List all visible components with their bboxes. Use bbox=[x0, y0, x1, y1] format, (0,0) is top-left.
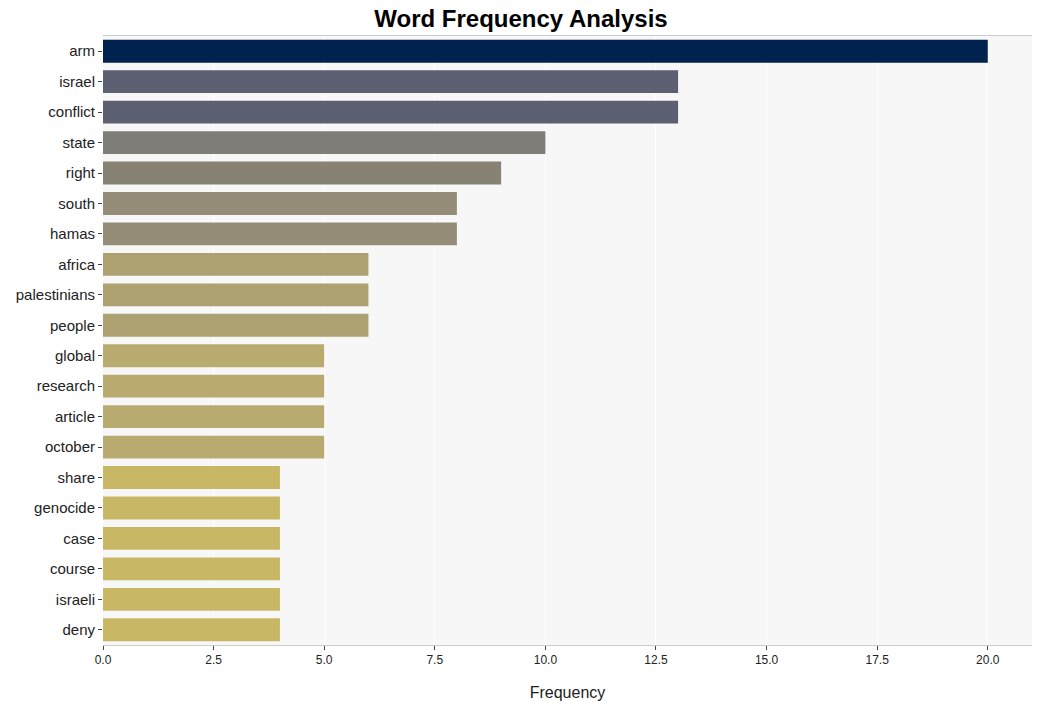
svg-text:share: share bbox=[57, 469, 95, 486]
svg-text:17.5: 17.5 bbox=[865, 653, 889, 667]
svg-text:2.5: 2.5 bbox=[205, 653, 222, 667]
svg-text:article: article bbox=[55, 408, 95, 425]
svg-text:Frequency: Frequency bbox=[530, 684, 606, 701]
svg-text:global: global bbox=[55, 347, 95, 364]
svg-text:course: course bbox=[50, 560, 95, 577]
svg-text:october: october bbox=[45, 438, 95, 455]
svg-text:right: right bbox=[66, 164, 96, 181]
svg-text:Word Frequency Analysis: Word Frequency Analysis bbox=[374, 5, 667, 32]
svg-text:7.5: 7.5 bbox=[426, 653, 443, 667]
svg-text:research: research bbox=[37, 377, 95, 394]
svg-text:15.0: 15.0 bbox=[755, 653, 779, 667]
svg-text:case: case bbox=[63, 530, 95, 547]
svg-text:africa: africa bbox=[58, 256, 95, 273]
svg-text:israel: israel bbox=[59, 73, 95, 90]
svg-text:12.5: 12.5 bbox=[644, 653, 668, 667]
svg-text:arm: arm bbox=[69, 42, 95, 59]
svg-text:10.0: 10.0 bbox=[534, 653, 558, 667]
svg-text:israeli: israeli bbox=[56, 591, 95, 608]
svg-text:south: south bbox=[58, 195, 95, 212]
svg-text:genocide: genocide bbox=[34, 499, 95, 516]
svg-text:people: people bbox=[50, 317, 95, 334]
svg-text:5.0: 5.0 bbox=[316, 653, 333, 667]
svg-text:0.0: 0.0 bbox=[95, 653, 112, 667]
svg-text:hamas: hamas bbox=[50, 225, 95, 242]
svg-text:20.0: 20.0 bbox=[976, 653, 1000, 667]
svg-text:conflict: conflict bbox=[48, 103, 96, 120]
svg-text:state: state bbox=[62, 134, 95, 151]
svg-text:deny: deny bbox=[62, 621, 95, 638]
svg-text:palestinians: palestinians bbox=[16, 286, 95, 303]
